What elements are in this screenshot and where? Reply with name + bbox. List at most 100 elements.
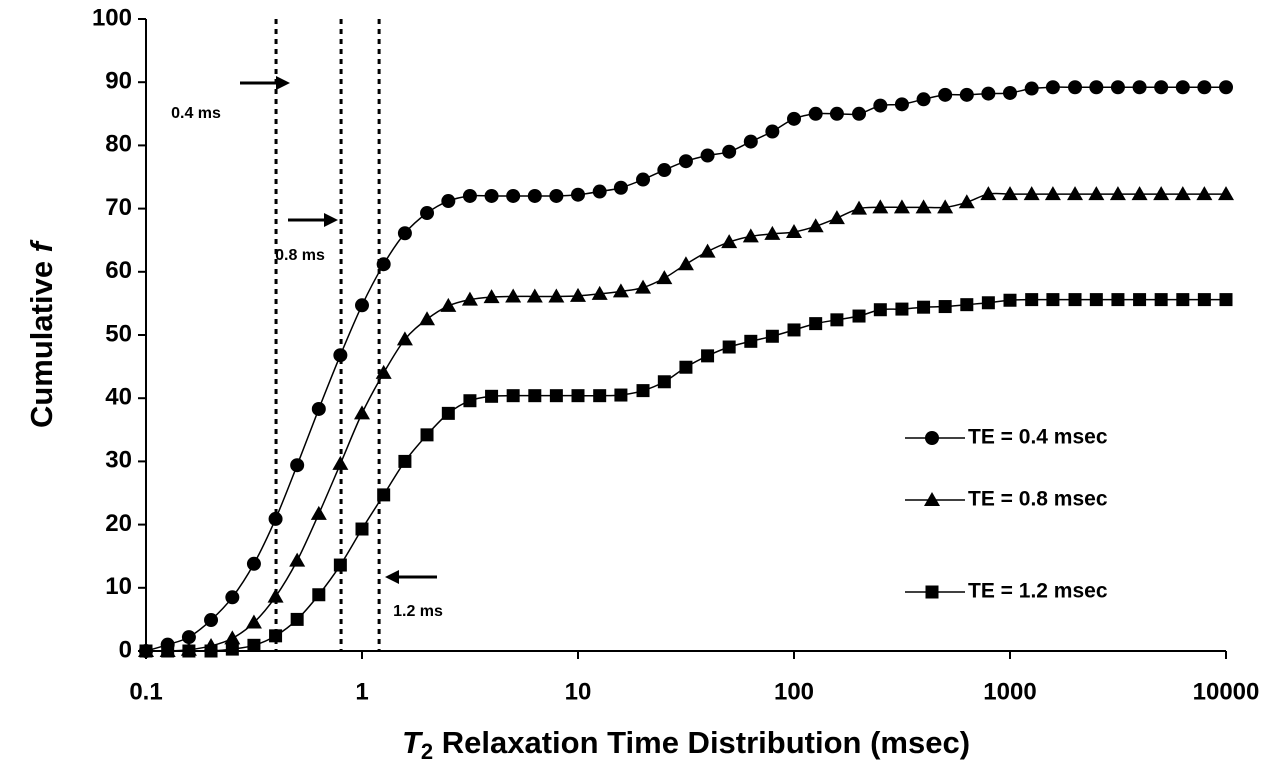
x-axis-title: T2 Relaxation Time Distribution (msec) <box>402 725 970 764</box>
x-tick-label: 0.1 <box>129 678 162 705</box>
point <box>440 297 457 312</box>
point <box>721 234 738 249</box>
point <box>809 317 823 331</box>
point <box>1089 80 1104 95</box>
x-tick-label: 10000 <box>1193 678 1260 705</box>
point <box>311 401 326 416</box>
point <box>1197 293 1211 307</box>
point <box>269 629 283 643</box>
point <box>225 590 240 605</box>
y-axis-title: Cumulative f <box>24 239 59 428</box>
point <box>635 279 652 294</box>
point <box>377 488 391 502</box>
point <box>960 298 974 312</box>
y-tick-label: 20 <box>105 510 132 537</box>
point <box>742 228 759 243</box>
point <box>828 210 845 225</box>
point <box>354 405 370 420</box>
point <box>591 285 608 300</box>
point <box>461 291 478 306</box>
point <box>657 163 672 178</box>
point <box>765 329 779 343</box>
point <box>592 184 607 199</box>
point <box>873 303 887 317</box>
point <box>289 552 306 567</box>
point <box>722 144 737 159</box>
point <box>787 323 801 337</box>
point <box>268 511 283 526</box>
y-tick-label: 60 <box>105 257 132 284</box>
point <box>182 644 196 658</box>
x-title-part: T <box>402 725 424 760</box>
y-title-part: f <box>24 239 59 252</box>
point <box>1219 80 1233 95</box>
point <box>938 300 952 314</box>
point <box>1003 293 1017 307</box>
point <box>463 394 477 408</box>
point <box>1044 186 1061 201</box>
arrow-head <box>385 570 399 584</box>
y-tick-label: 0 <box>119 636 132 663</box>
legend-marker <box>924 492 940 506</box>
point <box>485 389 499 403</box>
point <box>376 257 391 272</box>
point <box>1175 80 1190 95</box>
point <box>1132 80 1147 95</box>
point <box>851 200 868 215</box>
y-tick-label: 30 <box>105 447 132 474</box>
point <box>161 644 175 658</box>
point <box>420 428 434 442</box>
point <box>1002 186 1018 201</box>
point <box>722 340 736 354</box>
point <box>225 642 239 656</box>
point <box>332 455 349 470</box>
point <box>678 154 693 169</box>
y-tick-label: 40 <box>105 384 132 411</box>
point <box>808 106 823 121</box>
point <box>1133 293 1147 307</box>
point <box>873 98 888 113</box>
point <box>181 630 196 645</box>
x-title-part: Relaxation Time Distribution (msec) <box>433 725 970 760</box>
point <box>958 194 975 209</box>
point <box>570 287 586 302</box>
point <box>786 223 802 238</box>
point <box>528 389 542 403</box>
point <box>483 289 500 304</box>
y-tick-label: 80 <box>105 131 132 158</box>
y-title-part: Cumulative <box>24 252 59 428</box>
y-tick-label: 100 <box>92 4 132 31</box>
point <box>917 300 931 314</box>
point <box>419 311 436 326</box>
point <box>893 199 910 214</box>
point <box>656 270 673 285</box>
point <box>1218 186 1234 201</box>
point <box>1109 186 1126 201</box>
point <box>1024 81 1039 96</box>
x-tick-label: 10 <box>565 678 592 705</box>
point <box>895 302 909 316</box>
point <box>333 348 348 363</box>
point <box>894 97 909 112</box>
point <box>290 458 305 473</box>
point <box>246 556 261 571</box>
point <box>462 188 477 203</box>
point <box>398 454 412 468</box>
y-tick-label: 10 <box>105 573 132 600</box>
point <box>396 331 413 346</box>
point <box>310 505 327 520</box>
point <box>699 243 716 258</box>
point <box>571 187 585 202</box>
point <box>614 388 628 402</box>
point <box>1154 293 1168 307</box>
point <box>355 298 369 313</box>
point <box>915 199 932 214</box>
point <box>549 188 564 203</box>
point <box>355 522 369 536</box>
point <box>312 588 326 602</box>
point <box>571 389 585 403</box>
point <box>441 406 455 420</box>
point <box>548 288 565 303</box>
point <box>787 111 801 126</box>
